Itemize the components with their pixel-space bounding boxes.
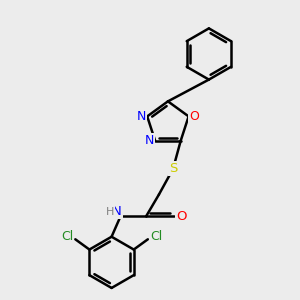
Text: N: N: [112, 205, 122, 218]
Text: O: O: [176, 210, 187, 223]
Text: H: H: [106, 207, 114, 217]
Text: S: S: [169, 162, 177, 176]
Text: Cl: Cl: [61, 230, 73, 243]
Text: N: N: [137, 110, 146, 123]
Text: Cl: Cl: [150, 230, 162, 243]
Text: O: O: [189, 110, 199, 123]
Text: N: N: [145, 134, 154, 147]
